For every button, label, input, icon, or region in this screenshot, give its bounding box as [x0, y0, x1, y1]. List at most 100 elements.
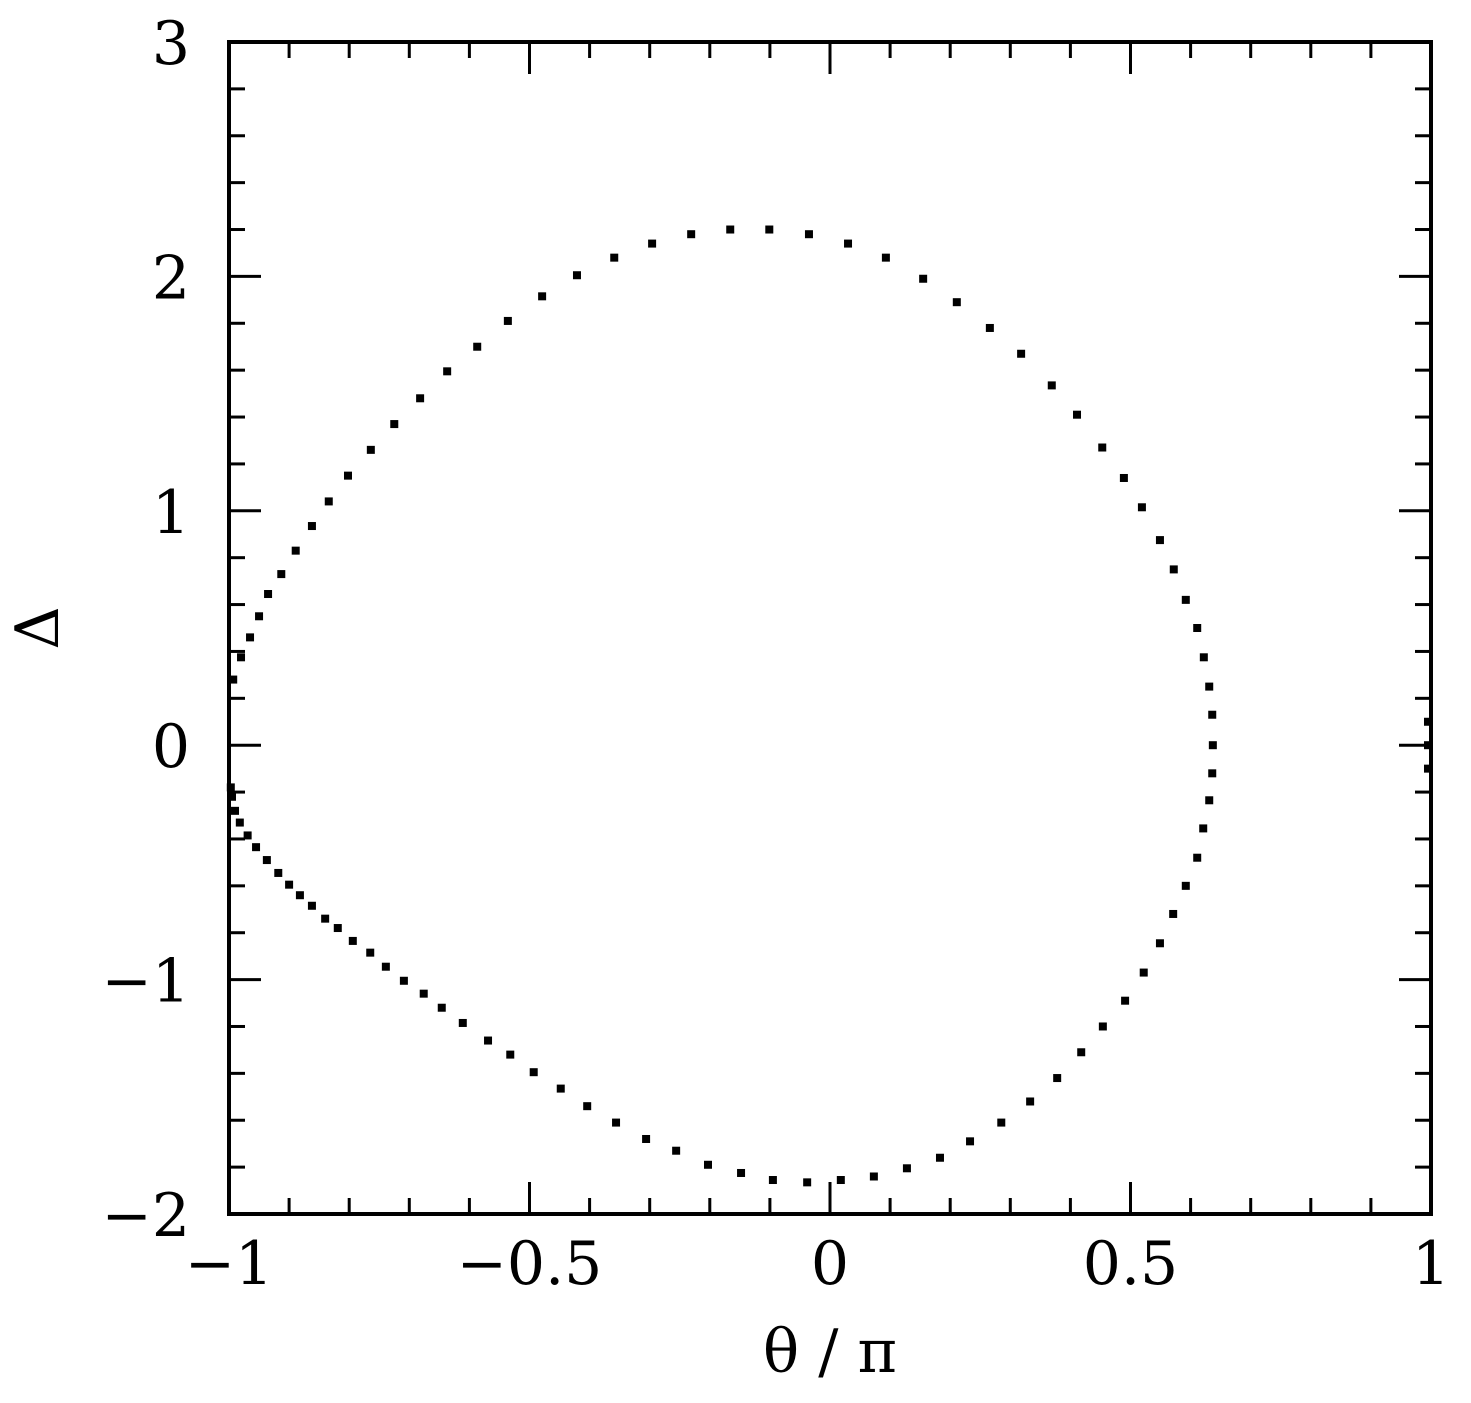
scatter-point: [1169, 565, 1178, 574]
scatter-point: [1205, 682, 1214, 691]
scatter-point: [1169, 909, 1178, 918]
scatter-point: [1119, 473, 1128, 482]
scatter-point: [672, 1146, 681, 1155]
scatter-point: [538, 292, 547, 301]
scatter-point: [572, 271, 581, 280]
scatter-point: [295, 891, 304, 900]
scatter-point: [333, 924, 342, 933]
scatter-point: [997, 1118, 1006, 1127]
scatter-point: [343, 471, 352, 480]
y-tick-label: 2: [152, 243, 190, 313]
x-axis-label: θ / π: [763, 1317, 897, 1387]
scatter-point: [648, 239, 657, 248]
scatter-point: [235, 818, 244, 827]
scatter-point: [1208, 710, 1217, 719]
y-axis-label: Δ: [3, 606, 73, 649]
scatter-point: [703, 1160, 712, 1169]
scatter-point: [1098, 1022, 1107, 1031]
scatter-point: [919, 274, 928, 283]
scatter-point: [277, 570, 286, 579]
scatter-point: [1208, 769, 1217, 778]
scatter-point: [1053, 1074, 1062, 1083]
scatter-point: [726, 225, 735, 234]
scatter-point: [506, 1050, 515, 1059]
scatter-point: [366, 445, 375, 454]
x-tick-label: 0: [811, 1229, 849, 1299]
y-tick-label: −2: [102, 1181, 190, 1251]
scatter-point: [399, 976, 408, 985]
scatter-point: [437, 1003, 446, 1012]
scatter-point: [1423, 717, 1432, 726]
scatter-point: [285, 880, 294, 889]
scatter-point: [252, 843, 261, 852]
scatter-point: [612, 1118, 621, 1127]
scatter-point: [1193, 853, 1202, 862]
scatter-point: [1047, 381, 1056, 390]
scatter-point: [1423, 764, 1432, 773]
scatter-point: [443, 367, 452, 376]
scatter-point: [324, 497, 333, 506]
scatter-point: [243, 831, 252, 840]
scatter-point: [419, 989, 428, 998]
scatter-point: [1181, 881, 1190, 890]
y-tick-label: 3: [152, 9, 190, 79]
scatter-point: [366, 948, 375, 957]
scatter-point: [274, 868, 283, 877]
scatter-point: [246, 633, 255, 642]
scatter-point: [381, 962, 390, 971]
scatter-point: [935, 1153, 944, 1162]
scatter-point: [529, 1068, 538, 1077]
scatter-point: [473, 342, 482, 351]
scatter-point: [1155, 536, 1164, 545]
scatter-point: [583, 1102, 592, 1111]
scatter-point: [1193, 624, 1202, 632]
x-tick-label: −0.5: [457, 1229, 603, 1299]
scatter-point: [226, 783, 235, 792]
scatter-point: [803, 1178, 812, 1187]
y-tick-label: −1: [102, 947, 190, 1017]
scatter-point: [229, 675, 238, 684]
scatter-point: [484, 1036, 493, 1045]
scatter-point: [237, 653, 246, 662]
scatter-point: [307, 901, 316, 910]
scatter-point: [737, 1168, 746, 1177]
scatter-point: [1026, 1097, 1035, 1106]
x-tick-label: 1: [1412, 1229, 1450, 1299]
scatter-point: [836, 1176, 845, 1185]
scatter-point: [416, 394, 425, 403]
scatter-point: [687, 230, 696, 239]
scatter-point: [231, 806, 240, 815]
scatter-point: [804, 230, 813, 239]
scatter-point: [291, 546, 300, 555]
scatter-point: [844, 239, 853, 248]
scatter-point: [556, 1084, 565, 1093]
scatter-point: [881, 253, 890, 262]
scatter-point: [458, 1018, 467, 1027]
scatter-point: [1208, 741, 1217, 750]
y-tick-label: 1: [152, 478, 190, 548]
scatter-point: [1155, 939, 1164, 948]
y-tick-label: 0: [152, 712, 190, 782]
scatter-point: [642, 1134, 651, 1143]
scatter-point: [902, 1164, 911, 1173]
scatter-point: [952, 298, 961, 307]
scatter-point: [255, 612, 264, 621]
scatter-point: [390, 420, 399, 429]
scatter-point: [1077, 1048, 1086, 1057]
scatter-point: [966, 1137, 975, 1146]
plot-frame: [227, 40, 1433, 1216]
scatter-point: [228, 792, 237, 801]
scatter-point: [1423, 741, 1432, 750]
scatter-point: [1181, 595, 1190, 604]
scatter-point: [1205, 796, 1214, 805]
scatter-point: [1199, 653, 1208, 662]
scatter-point: [765, 225, 774, 234]
scatter-point: [985, 323, 994, 332]
scatter-point: [1098, 443, 1107, 452]
scatter-point: [264, 590, 273, 599]
scatter-point: [1121, 996, 1130, 1005]
scatter-point: [610, 253, 619, 262]
x-tick-label: −1: [185, 1229, 273, 1299]
scatter-point: [768, 1176, 777, 1185]
